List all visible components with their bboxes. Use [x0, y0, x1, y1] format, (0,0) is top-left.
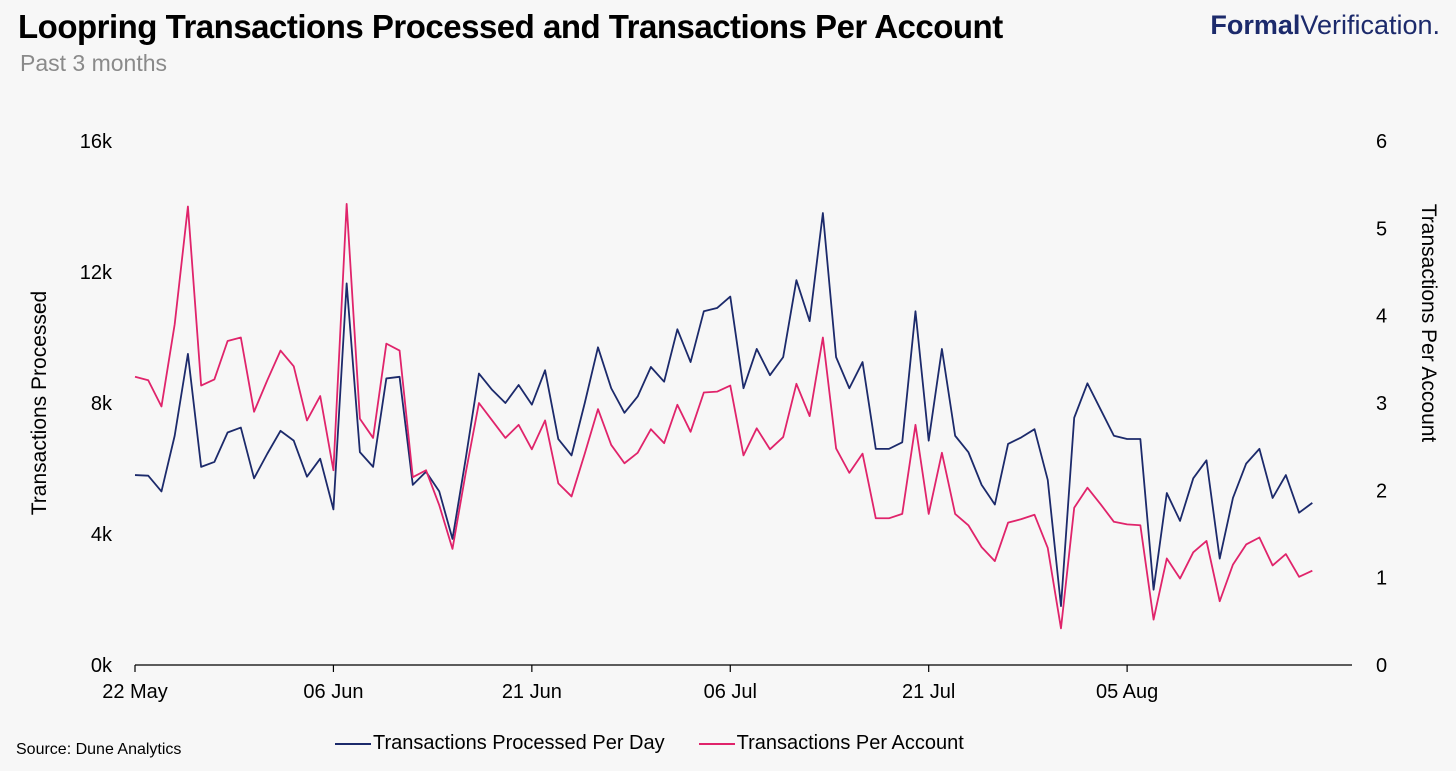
legend-item-transactions-processed: Transactions Processed Per Day [335, 732, 665, 755]
series-line-transactions-processed [134, 212, 1313, 607]
chart-subtitle: Past 3 months [20, 50, 168, 76]
y-right-tick-label: 5 [1376, 218, 1387, 240]
y-right-tick-label: 2 [1376, 480, 1387, 502]
x-tick-label: 21 Jun [502, 681, 562, 703]
series-layer [134, 202, 1313, 630]
legend-swatch-pink [698, 742, 735, 745]
legend: Transactions Processed Per Day Transacti… [335, 732, 998, 755]
x-tick-label: 22 May [102, 681, 168, 703]
y-right-tick-label: 1 [1376, 568, 1387, 590]
legend-swatch-navy [335, 742, 371, 745]
x-tick-label: 21 Jul [902, 681, 955, 703]
y-left-tick-label: 4k [91, 524, 113, 546]
y-right-tick-label: 3 [1376, 393, 1387, 415]
y-left-tick-label: 16k [80, 131, 113, 153]
y-right-tick-label: 4 [1376, 306, 1387, 328]
y-right-tick-label: 0 [1376, 655, 1387, 677]
y-left-tick-label: 8k [91, 393, 113, 415]
chart-title: Loopring Transactions Processed and Tran… [18, 8, 1003, 45]
brand-logo-bold: Formal [1210, 10, 1301, 40]
x-tick-label: 05 Aug [1096, 681, 1158, 703]
axes-layer: 22 May 06 Jun 21 Jun 06 Jul 21 Jul 05 Aug 0k 4k… [28, 131, 1440, 703]
y-right-axis-title: Transactions Per Account [1417, 204, 1440, 443]
x-tick-label: 06 Jul [704, 681, 757, 703]
y-left-axis-title: Transactions Processed [28, 291, 51, 516]
legend-item-transactions-per-account: Transactions Per Account [698, 732, 964, 755]
legend-label-transactions-per-account: Transactions Per Account [736, 732, 964, 754]
source-note: Source: Dune Analytics [16, 741, 182, 758]
y-right-tick-label: 6 [1376, 131, 1387, 153]
x-tick-label: 06 Jun [303, 681, 363, 703]
brand-logo: FormalVerification. [1210, 10, 1440, 41]
legend-label-transactions-processed: Transactions Processed Per Day [373, 732, 665, 754]
y-left-tick-label: 0k [91, 655, 113, 677]
brand-logo-regular: Verification. [1300, 10, 1440, 40]
y-left-tick-label: 12k [80, 262, 113, 284]
series-line-transactions-per-account [134, 202, 1313, 630]
